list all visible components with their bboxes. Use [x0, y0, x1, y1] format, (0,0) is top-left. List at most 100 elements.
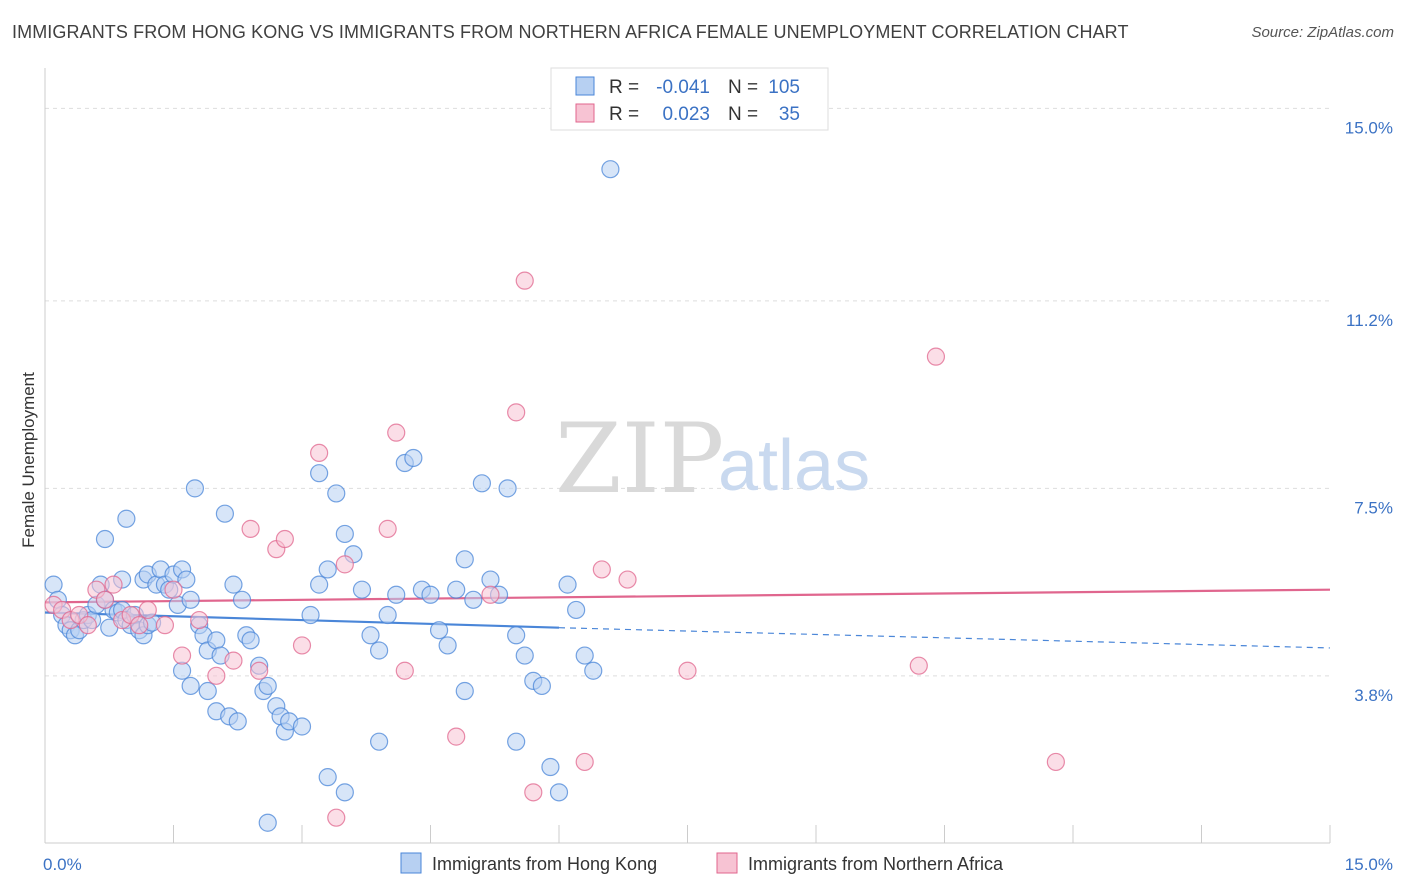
data-point — [455, 550, 474, 569]
data-point — [117, 509, 136, 528]
data-point — [532, 676, 551, 696]
data-point — [224, 575, 243, 594]
watermark-atlas: atlas — [718, 426, 870, 506]
data-point — [292, 717, 312, 736]
chart-title: IMMIGRANTS FROM HONG KONG VS IMMIGRANTS … — [12, 22, 1129, 42]
data-point — [618, 570, 637, 589]
legend-n-value: 35 — [779, 104, 800, 125]
data-point — [558, 575, 577, 594]
data-point — [507, 626, 526, 645]
data-point — [464, 590, 483, 609]
axes: 3.8% 7.5% 11.2% 15.0% 0.0% 15.0% Female Unempl… — [19, 68, 1393, 874]
legend: R = -0.041 N = 105 R = 0.023 N = 35 — [550, 67, 829, 131]
data-point — [524, 783, 543, 802]
data-point — [310, 443, 329, 463]
data-point — [310, 575, 329, 594]
legend-box — [550, 67, 829, 131]
y-tick-label: 15.0% — [1345, 118, 1393, 137]
data-point — [575, 752, 594, 772]
legend-swatch-pink — [575, 103, 595, 123]
data-point — [104, 575, 123, 594]
data-points — [44, 160, 1065, 832]
data-point — [310, 464, 329, 483]
data-point — [95, 529, 115, 549]
data-point — [584, 661, 603, 680]
data-point — [241, 631, 260, 650]
x-tick-label: 0.0% — [43, 855, 82, 874]
data-point — [130, 616, 149, 635]
data-point — [926, 347, 946, 366]
data-point — [678, 661, 697, 680]
data-point — [387, 423, 406, 442]
legend-n-label: N = — [728, 77, 758, 98]
data-point — [507, 403, 526, 422]
data-point — [207, 666, 226, 685]
data-point — [404, 448, 423, 468]
data-point — [215, 504, 234, 523]
data-point — [44, 575, 63, 594]
data-point — [155, 616, 175, 635]
series-pink-points — [44, 271, 1065, 827]
watermark-zip: ZIP — [555, 403, 724, 515]
data-point — [78, 616, 97, 635]
data-point — [370, 732, 389, 751]
data-point — [318, 560, 337, 579]
data-point — [185, 479, 205, 498]
data-point — [207, 631, 226, 650]
legend-swatch-blue — [575, 76, 595, 96]
data-point — [301, 605, 320, 625]
data-point — [224, 651, 243, 670]
data-point — [549, 783, 569, 802]
data-point — [447, 580, 466, 599]
y-tick-label: 11.2% — [1346, 311, 1393, 330]
data-point — [241, 519, 260, 538]
source-label: Source: ZipAtlas.com — [1251, 24, 1394, 41]
bottom-legend-label-pink: Immigrants from Northern Africa — [748, 854, 1004, 874]
data-point — [95, 590, 115, 609]
legend-n-label: N = — [728, 104, 758, 125]
legend-r-value: 0.023 — [662, 104, 710, 125]
data-point — [181, 590, 200, 609]
data-point — [909, 656, 928, 675]
data-point — [387, 585, 406, 604]
data-point — [395, 661, 414, 680]
bottom-legend: Immigrants from Hong Kong Immigrants from… — [400, 852, 1004, 874]
bottom-legend-label-blue: Immigrants from Hong Kong — [432, 854, 657, 874]
data-point — [575, 646, 594, 665]
data-point — [507, 732, 526, 751]
data-point — [592, 560, 611, 579]
trend-line-pink — [44, 588, 1331, 604]
data-point — [318, 768, 337, 787]
data-point — [515, 646, 534, 665]
y-tick-label: 3.8% — [1354, 686, 1393, 705]
data-point — [378, 605, 397, 625]
bottom-legend-swatch-blue — [400, 852, 422, 874]
data-point — [601, 160, 620, 179]
data-point — [138, 600, 157, 620]
data-point — [164, 580, 183, 599]
data-point — [370, 641, 389, 660]
y-axis-label: Female Unemployment — [19, 372, 38, 548]
bottom-legend-swatch-pink — [716, 852, 738, 874]
data-point — [472, 474, 491, 493]
data-point — [378, 519, 397, 538]
data-point — [429, 621, 449, 640]
data-point — [177, 570, 196, 589]
data-point — [232, 590, 252, 609]
y-tick-label: 7.5% — [1354, 498, 1393, 517]
trend-line-extension-blue — [558, 627, 1331, 649]
data-point — [198, 681, 217, 701]
data-point — [190, 610, 209, 630]
data-point — [250, 661, 269, 680]
data-point — [327, 484, 346, 503]
data-point — [455, 681, 474, 701]
data-point — [292, 636, 312, 655]
data-point — [481, 585, 500, 604]
data-point — [172, 661, 192, 680]
data-point — [258, 813, 277, 832]
data-point — [228, 712, 247, 731]
data-point — [515, 271, 534, 290]
data-point — [1046, 752, 1065, 772]
